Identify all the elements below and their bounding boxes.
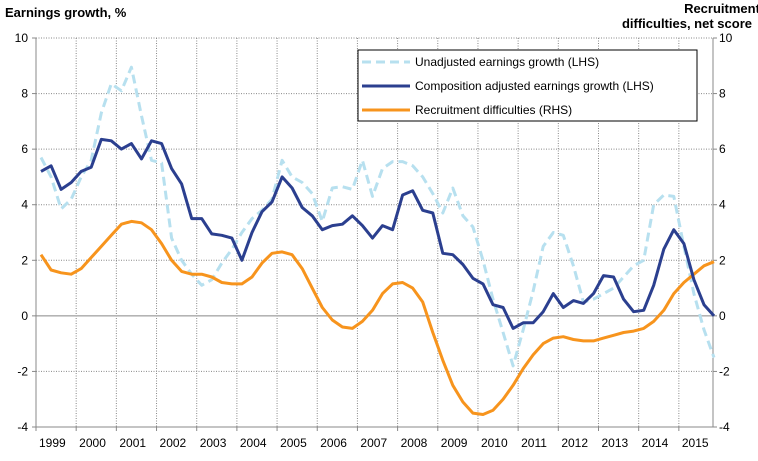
x-tick-label: 2008 bbox=[401, 436, 428, 450]
left-tick-label: 0 bbox=[21, 309, 28, 323]
x-tick-label: 2007 bbox=[360, 436, 387, 450]
x-tick-label: 2013 bbox=[601, 436, 628, 450]
legend-label-1: Composition adjusted earnings growth (LH… bbox=[415, 79, 654, 93]
x-tick-label: 2000 bbox=[79, 436, 106, 450]
left-axis-title: Earnings growth, % bbox=[5, 5, 127, 20]
right-tick-label: 4 bbox=[719, 198, 726, 212]
series-line-2 bbox=[39, 219, 715, 416]
x-tick-label: 2009 bbox=[441, 436, 468, 450]
right-tick-label: 8 bbox=[719, 87, 726, 101]
x-tick-label: 2006 bbox=[320, 436, 347, 450]
legend-label-0: Unadjusted earnings growth (LHS) bbox=[415, 55, 599, 69]
legend-label-2: Recruitment difficulties (RHS) bbox=[415, 103, 572, 117]
left-tick-label: 10 bbox=[15, 31, 29, 45]
right-axis-title-line-1: Recruitment bbox=[684, 1, 758, 16]
left-tick-label: 6 bbox=[21, 142, 28, 156]
legend-box bbox=[357, 49, 698, 122]
x-tick-label: 2004 bbox=[240, 436, 267, 450]
series-line-0 bbox=[39, 65, 716, 368]
right-tick-label: 2 bbox=[719, 253, 726, 267]
x-tick-label: 2003 bbox=[200, 436, 227, 450]
x-tick-label: 2002 bbox=[160, 436, 187, 450]
left-tick-label: -4 bbox=[17, 420, 28, 434]
series-lines bbox=[39, 65, 716, 416]
x-tick-label: 1999 bbox=[39, 436, 66, 450]
right-tick-label: 10 bbox=[719, 31, 733, 45]
right-tick-label: 0 bbox=[719, 309, 726, 323]
x-tick-label: 2011 bbox=[521, 436, 547, 450]
left-tick-label: 4 bbox=[21, 198, 28, 212]
left-tick-label: 8 bbox=[21, 87, 28, 101]
right-tick-label: -4 bbox=[719, 420, 730, 434]
x-tick-label: 2010 bbox=[481, 436, 508, 450]
right-tick-label: 6 bbox=[719, 142, 726, 156]
x-tick-label: 2012 bbox=[561, 436, 588, 450]
left-tick-label: -2 bbox=[17, 364, 28, 378]
x-tick-label: 2005 bbox=[280, 436, 307, 450]
x-tick-label: 2014 bbox=[642, 436, 669, 450]
right-axis-title-line-2: difficulties, net score bbox=[622, 16, 752, 31]
axes: 10 10 8 8 6 6 4 4 2 2 0 0 -2 -2 -4 -4 1999 2000 2001 2002 20… bbox=[15, 31, 733, 450]
x-tick-label: 2015 bbox=[682, 436, 709, 450]
series-line-1 bbox=[40, 137, 716, 330]
legend: Unadjusted earnings growth (LHS) Composit… bbox=[357, 49, 698, 122]
x-tick-label: 2001 bbox=[119, 436, 146, 450]
left-tick-label: 2 bbox=[21, 253, 28, 267]
right-tick-label: -2 bbox=[719, 364, 730, 378]
